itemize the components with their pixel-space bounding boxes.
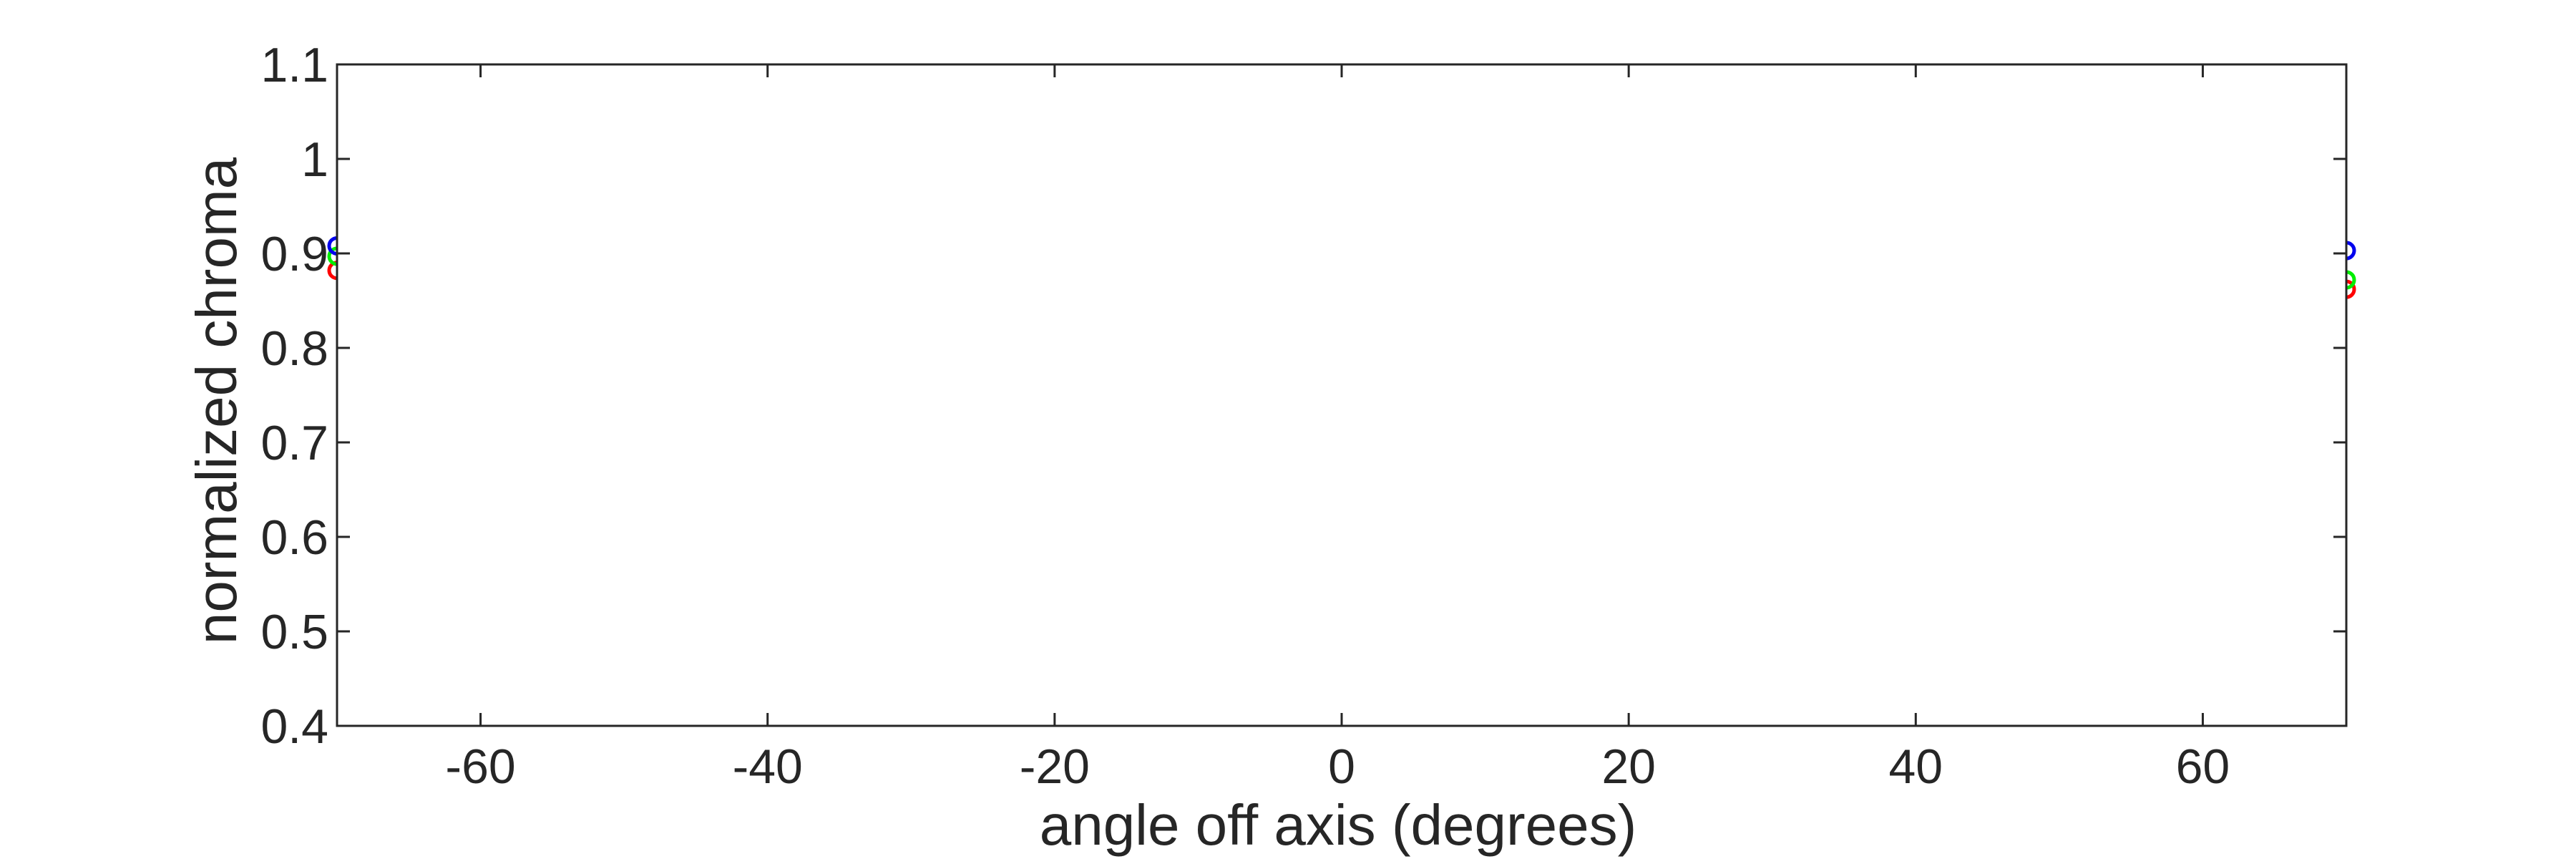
x-tick-label: 20 [1601, 739, 1656, 794]
y-axis-label: normalized chroma [185, 157, 248, 644]
y-tick-label: 0.8 [260, 321, 328, 376]
y-tick-label: 0.9 [260, 227, 328, 281]
plot-frame [336, 63, 2348, 727]
y-tick-label: 0.6 [260, 510, 328, 565]
y-tick-label: 1 [301, 132, 328, 187]
x-tick-label: 0 [1328, 739, 1355, 794]
y-tick-label: 0.4 [260, 699, 328, 754]
x-tick-label: -40 [733, 739, 803, 794]
x-tick-label: 40 [1888, 739, 1943, 794]
x-tick-label: -20 [1020, 739, 1090, 794]
y-tick-label: 0.5 [260, 605, 328, 659]
x-tick-label: -60 [445, 739, 515, 794]
y-tick-label: 0.7 [260, 416, 328, 470]
axes: -60 -40 -20 0 20 40 60 0.4 0.5 0.6 0.7 0.8 0.9 1 1.1 [260, 38, 2348, 794]
x-tick-label: 60 [2176, 739, 2230, 794]
x-axis-label: angle off axis (degrees) [1040, 793, 1637, 857]
y-tick-label: 1.1 [260, 38, 328, 92]
